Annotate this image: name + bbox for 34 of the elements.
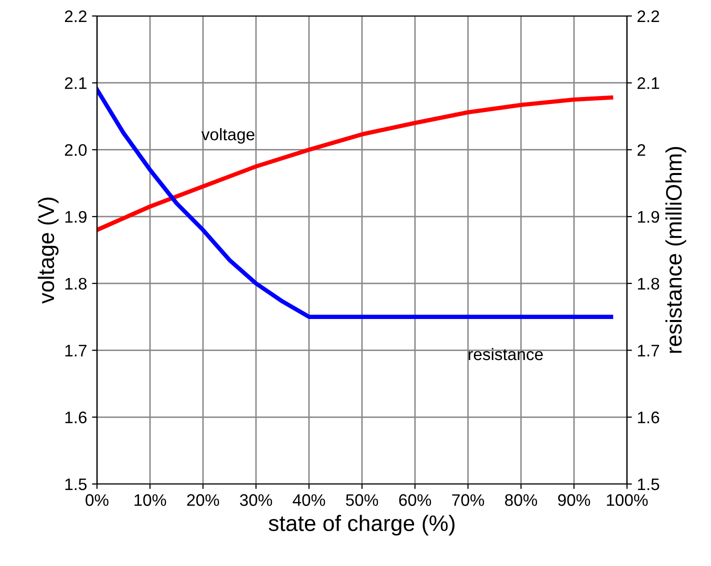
x-tick-label: 70% xyxy=(452,494,484,506)
y-tick-label: 1.5 xyxy=(65,478,87,490)
y2-tick-label: 1.6 xyxy=(638,412,660,424)
x-tick-label: 0% xyxy=(86,494,108,506)
y2-tick-label: 1.8 xyxy=(638,278,660,290)
y-tick-label: 1.7 xyxy=(65,344,86,356)
series-label: resistance xyxy=(468,348,543,360)
x-tick-label: 50% xyxy=(346,494,378,506)
y-tick-label: 2.2 xyxy=(64,10,86,22)
line-series xyxy=(97,87,614,319)
x-tick-label: 60% xyxy=(399,494,432,506)
y-tick-label: 2.0 xyxy=(64,144,87,156)
y2-tick-label: 2.1 xyxy=(638,77,660,89)
x-tick-label: 10% xyxy=(134,494,166,506)
series-label: voltage xyxy=(201,128,254,144)
y2-tick-label: 2 xyxy=(638,144,646,156)
x-axis-title: state of charge (%) xyxy=(268,514,454,536)
y-axis-title: voltage (V) xyxy=(38,198,59,304)
x-tick-label: 30% xyxy=(240,494,272,506)
line-series xyxy=(97,95,614,232)
y2-tick-label: 1.9 xyxy=(638,210,660,223)
y-tick-label: 2.1 xyxy=(64,77,86,89)
x-tick-label: 20% xyxy=(187,494,220,506)
x-tick-label: 90% xyxy=(558,494,590,506)
y2-tick-label: 1.5 xyxy=(638,478,660,490)
x-tick-label: 100% xyxy=(606,494,648,506)
y-tick-label: 1.8 xyxy=(65,278,87,290)
x-tick-label: 80% xyxy=(505,494,538,506)
y-tick-label: 1.9 xyxy=(65,210,86,223)
y2-axis-title: resistance (milliOhm) xyxy=(665,147,686,353)
y-tick-label: 1.6 xyxy=(65,412,87,424)
y2-tick-label: 2.2 xyxy=(638,10,660,22)
y2-tick-label: 1.7 xyxy=(638,344,660,356)
x-tick-label: 40% xyxy=(292,494,326,506)
